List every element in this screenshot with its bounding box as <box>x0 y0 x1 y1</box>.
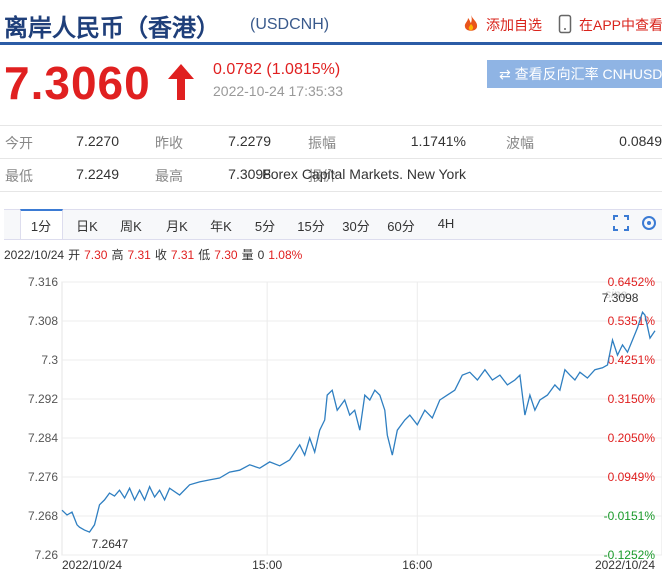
tab[interactable]: 周K <box>120 219 142 234</box>
y-tick-label: 7.3 <box>41 353 58 367</box>
chart: sina 7.26 7.268 7.276 7.284 7.292 7.3 7.308 7.3… <box>28 275 662 572</box>
y-tick-label: 7.308 <box>28 314 58 328</box>
tab[interactable]: 15分 <box>297 219 325 234</box>
watermark: sina <box>605 287 627 301</box>
phone-icon <box>558 14 572 34</box>
bar-info: 2022/10/24 开 7.30 高 7.31 收 7.31 低 7.30 量 0 1.08% <box>4 246 306 263</box>
bar-value: 7.31 <box>170 248 195 262</box>
stat-value: 7.2249 <box>76 166 119 182</box>
bar-value: 7.30 <box>214 248 238 262</box>
bar-label: 开 <box>68 248 81 262</box>
price-line <box>61 310 656 533</box>
bar-value: 7.30 <box>84 248 108 262</box>
stat-label: 最低 <box>5 168 33 184</box>
quote-time: 2022-10-24 17:35:33 <box>213 83 343 99</box>
y-tick-label: 7.26 <box>35 548 59 562</box>
stat-value: 7.2279 <box>228 133 271 149</box>
y-tick-label: 7.276 <box>28 470 58 484</box>
reverse-rate-label: 查看反向汇率 CNHUSD <box>514 66 662 82</box>
y2-tick-label: 0.4251% <box>608 353 656 367</box>
bar-label: 高 <box>111 248 124 262</box>
swap-icon: ⇄ <box>499 66 515 82</box>
price-change: 0.0782 (1.0815%) <box>213 61 341 78</box>
y2-tick-label: -0.0151% <box>604 509 656 523</box>
stat-label: 今开 <box>5 135 33 151</box>
stat-value: 0.0849 <box>619 133 662 149</box>
x-tick-label: 2022/10/24 <box>62 558 122 572</box>
row-divider <box>0 125 662 126</box>
y-tick-label: 7.316 <box>28 275 58 289</box>
y-tick-label: 7.268 <box>28 509 58 523</box>
max-annotation: 7.3098 <box>602 291 639 305</box>
symbol: (USDCNH) <box>250 16 330 33</box>
stat-label: 报价 <box>308 168 336 184</box>
header-rule <box>0 42 662 45</box>
row-divider <box>0 158 662 159</box>
bar-label: 量 <box>241 248 254 262</box>
y2-tick-label: 0.5351% <box>608 314 656 328</box>
bar-label: 收 <box>154 248 167 262</box>
row-divider <box>0 191 662 192</box>
price: 7.3060 <box>4 57 151 109</box>
x-tick-label: 2022/10/24 <box>595 558 655 572</box>
y2-tick-label: 0.0949% <box>608 470 656 484</box>
up-arrow <box>168 64 194 100</box>
bar-date: 2022/10/24 <box>4 248 65 262</box>
tab[interactable]: 30分 <box>342 219 370 234</box>
stat-label: 波幅 <box>506 135 534 151</box>
tab[interactable]: 月K <box>166 219 188 234</box>
stat-value: Forex Capital Markets. New York <box>262 166 466 182</box>
bar-label: 低 <box>198 248 211 262</box>
stat-label: 振幅 <box>308 135 336 151</box>
view-in-app[interactable]: 在APP中查看 <box>579 17 662 33</box>
y-tick-label: 7.284 <box>28 431 58 445</box>
tab[interactable]: 日K <box>76 219 98 234</box>
x-tick-label: 16:00 <box>402 558 432 572</box>
y2-tick-label: 0.2050% <box>608 431 656 445</box>
tab-bar <box>4 209 662 240</box>
reverse-rate-button[interactable]: ⇄ 查看反向汇率 CNHUSD <box>487 60 662 88</box>
tab[interactable]: 60分 <box>387 219 415 234</box>
title: 离岸人民币（香港） <box>4 15 220 42</box>
y-tick-label: 7.292 <box>28 392 58 406</box>
chart-tools <box>613 215 656 231</box>
tab[interactable]: 1分 <box>30 219 52 234</box>
bar-value: 0 <box>257 248 265 262</box>
y2-tick-label: 0.6452% <box>608 275 656 289</box>
active-tab-bg <box>20 209 63 239</box>
bar-change: 1.08% <box>268 248 303 262</box>
y2-tick-label: 0.3150% <box>608 392 656 406</box>
x-tick-label: 15:00 <box>252 558 282 572</box>
add-watchlist[interactable]: 添加自选 <box>486 17 542 33</box>
stat-value: 7.2270 <box>76 133 119 149</box>
stat-label: 昨收 <box>155 135 183 151</box>
fire-icon <box>464 15 478 31</box>
stat-label: 最高 <box>155 168 183 184</box>
tab[interactable]: 年K <box>210 219 232 234</box>
y2-tick-label: -0.1252% <box>604 548 656 562</box>
bar-value: 7.31 <box>127 248 151 262</box>
stat-value: 7.3098 <box>228 166 271 182</box>
min-annotation: 7.2647 <box>92 537 129 551</box>
tab[interactable]: 4H <box>437 216 455 231</box>
tab[interactable]: 5分 <box>254 219 276 234</box>
stat-value: 1.1741% <box>410 133 466 149</box>
